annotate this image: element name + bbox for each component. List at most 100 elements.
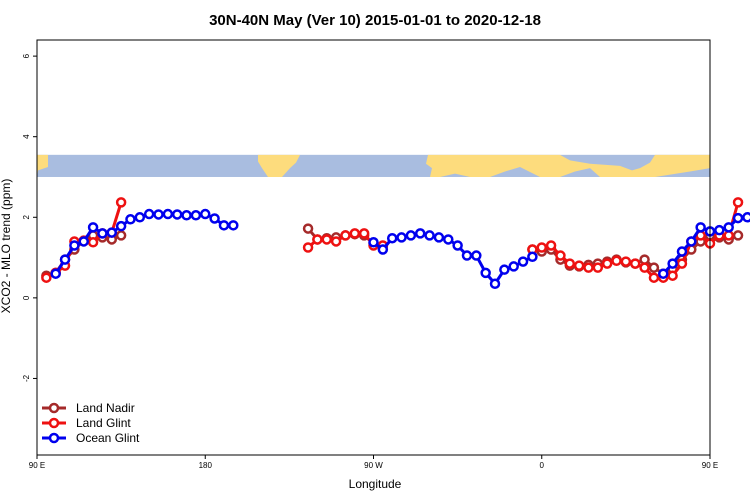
data-point — [573, 260, 585, 271]
data-point — [330, 236, 342, 247]
data-point — [106, 227, 118, 238]
data-point — [667, 270, 678, 281]
data-point — [200, 208, 211, 220]
data-point — [648, 262, 660, 273]
series-ocean-glint — [50, 208, 750, 290]
data-point — [115, 230, 127, 241]
data-point — [190, 210, 202, 221]
x-axis-label: Longitude — [349, 477, 402, 491]
data-point — [714, 224, 725, 236]
data-point — [377, 244, 389, 255]
data-point — [723, 230, 734, 241]
map-land — [37, 154, 48, 177]
plot-frame — [36, 39, 711, 456]
data-point — [59, 254, 71, 265]
data-point — [134, 212, 146, 223]
data-point — [69, 240, 80, 251]
data-point — [312, 234, 323, 245]
data-point — [639, 262, 650, 273]
data-point — [414, 228, 426, 239]
y-tick-label: 4 — [22, 134, 31, 139]
legend-label: Ocean Glint — [76, 431, 140, 445]
y-axis-label: XCO2 - MLO trend (ppm) — [0, 179, 13, 314]
x-tick-label: 180 — [199, 461, 213, 470]
data-point — [676, 258, 688, 269]
data-point — [218, 220, 230, 231]
data-point — [302, 223, 314, 234]
data-point — [358, 228, 370, 239]
data-point — [153, 209, 164, 220]
data-point — [648, 272, 660, 283]
data-point — [732, 212, 744, 224]
y-tick-label: 2 — [22, 215, 31, 220]
data-point — [499, 264, 510, 275]
data-point — [723, 222, 734, 233]
data-point — [667, 258, 678, 269]
x-tick-label: 90 W — [364, 461, 383, 470]
data-point — [658, 268, 669, 279]
data-point — [471, 250, 482, 261]
map-land — [470, 158, 478, 168]
y-tick-label: -2 — [22, 374, 31, 382]
data-point — [115, 220, 127, 232]
data-point — [115, 197, 127, 208]
chart-title: 30N-40N May (Ver 10) 2015-01-01 to 2020-… — [209, 12, 541, 29]
legend-item: Ocean Glint — [42, 431, 140, 445]
data-point — [405, 230, 417, 241]
data-point — [527, 251, 538, 263]
data-point — [50, 268, 61, 279]
data-point — [87, 222, 99, 233]
data-point — [396, 232, 407, 243]
data-point — [676, 246, 688, 257]
data-point — [480, 267, 491, 279]
legend-marker — [48, 417, 60, 429]
axis-ticks: 90 E 180 90 W 0 90 E -2 0 2 4 6 — [22, 53, 718, 470]
data-point — [78, 236, 89, 247]
data-point — [452, 240, 463, 251]
map-land — [426, 154, 710, 177]
data-point — [340, 230, 351, 241]
legend-item: Land Glint — [42, 416, 131, 430]
data-point — [611, 255, 622, 267]
data-point — [620, 256, 632, 267]
data-point — [639, 254, 650, 265]
x-tick-label: 90 E — [29, 461, 45, 470]
data-point — [349, 228, 361, 239]
data-point — [629, 258, 641, 269]
data-point — [433, 232, 445, 243]
data-point — [732, 230, 744, 241]
data-point — [508, 261, 519, 272]
data-point — [443, 234, 454, 245]
data-point — [386, 232, 398, 244]
map-land — [258, 154, 300, 177]
legend-label: Land Nadir — [76, 401, 135, 415]
data-point — [592, 262, 604, 273]
data-point — [601, 258, 613, 269]
data-point — [686, 236, 697, 247]
data-point — [424, 230, 435, 241]
data-point — [171, 209, 183, 220]
data-point — [555, 250, 566, 261]
series-land-nadir — [41, 223, 744, 281]
map-strip — [37, 154, 710, 177]
y-tick-label: 6 — [22, 53, 31, 58]
data-point — [321, 234, 333, 245]
data-point — [732, 197, 744, 208]
data-point — [181, 210, 192, 221]
x-tick-label: 0 — [540, 461, 545, 470]
data-point — [517, 256, 529, 267]
legend-label: Land Glint — [76, 416, 131, 430]
series-layer — [41, 197, 750, 290]
data-point — [41, 272, 52, 283]
data-point — [489, 278, 501, 290]
legend-item: Land Nadir — [42, 401, 135, 415]
data-point — [209, 213, 220, 224]
data-point — [302, 242, 314, 253]
data-point — [143, 208, 155, 220]
data-point — [742, 212, 750, 223]
data-point — [162, 208, 174, 220]
data-point — [536, 242, 547, 253]
data-point — [228, 220, 239, 231]
